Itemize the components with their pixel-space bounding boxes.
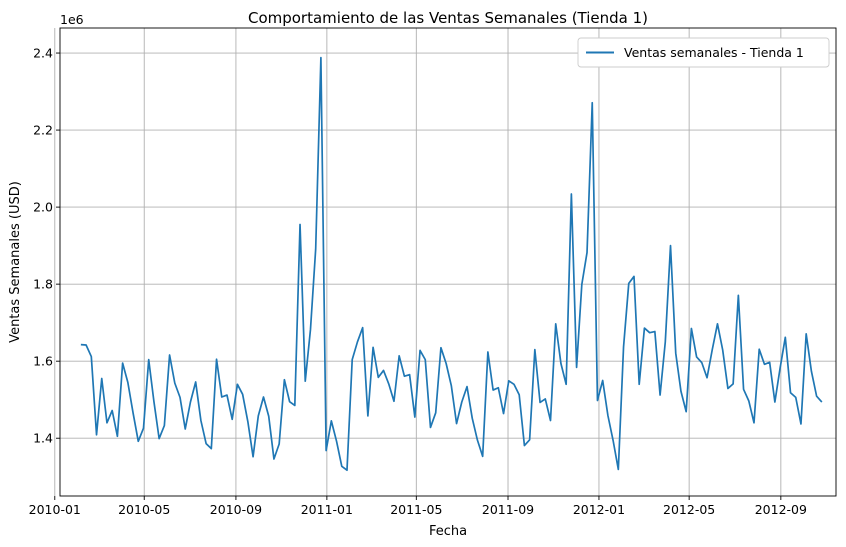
grid-lines (54, 28, 836, 496)
x-tick-label: 2010-09 (210, 502, 262, 517)
x-tick-label: 2012-05 (663, 502, 715, 517)
y-tick-label: 1.4 (33, 431, 53, 446)
series-line (80, 56, 823, 472)
x-tick-label: 2010-01 (29, 502, 81, 517)
legend-box (577, 37, 830, 68)
x-axis: 2010-01 2010-05 2010-09 2011-01 2011-05 2011-… (29, 496, 807, 517)
legend: Ventas semanales - Tienda 1 (577, 37, 830, 68)
x-tick-label: 2010-05 (118, 502, 170, 517)
series-layer (80, 56, 823, 472)
chart-title: Comportamiento de las Ventas Semanales (… (248, 9, 648, 27)
y-tick-label: 1.8 (33, 277, 53, 292)
y-tick-label: 2.0 (33, 200, 53, 215)
x-tick-label: 2011-09 (482, 502, 534, 517)
y-axis-label: Ventas Semanales (USD) (8, 181, 23, 343)
plot-frame (59, 27, 837, 497)
y-tick-label: 2.2 (33, 123, 53, 138)
x-tick-label: 2011-05 (390, 502, 442, 517)
y-tick-label: 2.4 (33, 46, 53, 61)
y-axis-offset-label: 1e6 (60, 12, 84, 27)
x-tick-label: 2011-01 (301, 502, 353, 517)
y-axis: 1.4 1.6 1.8 2.0 2.2 2.4 (33, 46, 60, 446)
x-tick-label: 2012-09 (755, 502, 807, 517)
legend-label: Ventas semanales - Tienda 1 (624, 45, 804, 60)
x-tick-label: 2012-01 (573, 502, 625, 517)
x-axis-label: Fecha (429, 524, 467, 539)
y-tick-label: 1.6 (33, 354, 53, 369)
